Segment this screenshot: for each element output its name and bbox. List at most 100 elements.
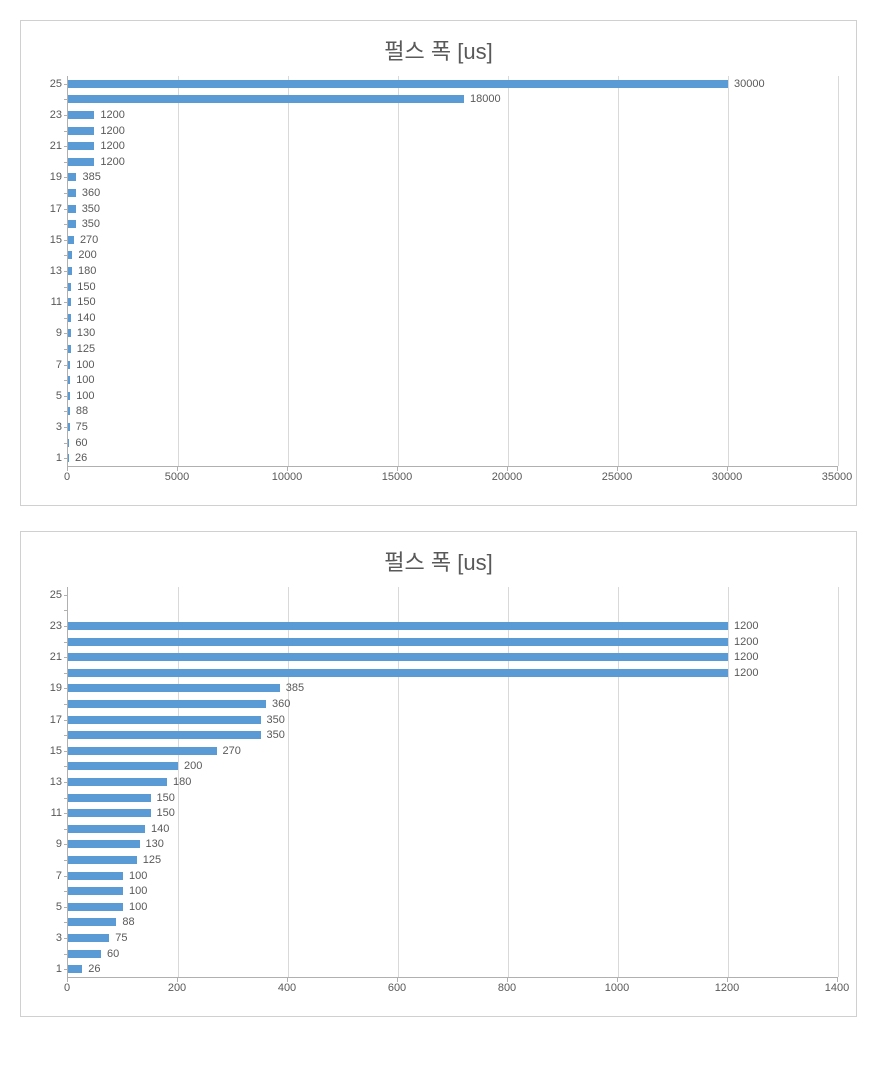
bar xyxy=(68,158,94,166)
bar-value-label: 1200 xyxy=(734,636,758,648)
bar-row: 125 xyxy=(68,852,161,868)
bar-value-label: 75 xyxy=(115,932,127,944)
bar xyxy=(68,423,70,431)
bar-value-label: 270 xyxy=(223,745,241,757)
bar-row: 140 xyxy=(68,821,169,837)
bar xyxy=(68,918,116,926)
bar-value-label: 88 xyxy=(122,916,134,928)
bar-value-label: 140 xyxy=(151,823,169,835)
bar-row: 60 xyxy=(68,435,88,451)
bar-row: 30000 xyxy=(68,76,765,92)
x-tick-label: 35000 xyxy=(822,471,853,483)
bar-value-label: 100 xyxy=(129,901,147,913)
bar-row: 385 xyxy=(68,170,101,186)
bar-value-label: 88 xyxy=(76,405,88,417)
bar-value-label: 360 xyxy=(272,698,290,710)
bar-row: 1200 xyxy=(68,154,125,170)
bar-row: 100 xyxy=(68,868,147,884)
bar-value-label: 125 xyxy=(77,343,95,355)
bar-value-label: 350 xyxy=(82,203,100,215)
y-axis-label: 19 xyxy=(32,171,62,183)
y-axis-label: 1 xyxy=(32,452,62,464)
bar-row: 270 xyxy=(68,232,98,248)
bar xyxy=(68,747,217,755)
bar-row: 1200 xyxy=(68,649,758,665)
bar-value-label: 1200 xyxy=(734,667,758,679)
bar-row: 130 xyxy=(68,326,95,342)
bar-row: 1200 xyxy=(68,138,125,154)
bar-row: 26 xyxy=(68,961,101,977)
bar-value-label: 75 xyxy=(76,421,88,433)
bar-value-label: 1200 xyxy=(100,125,124,137)
bar xyxy=(68,825,145,833)
bar-value-label: 350 xyxy=(267,714,285,726)
bar-row: 88 xyxy=(68,915,135,931)
gridline xyxy=(618,76,619,466)
bar xyxy=(68,887,123,895)
y-axis-label: 1 xyxy=(32,963,62,975)
bar-value-label: 26 xyxy=(75,452,87,464)
gridline xyxy=(838,76,839,466)
bar xyxy=(68,267,72,275)
bar-row: 350 xyxy=(68,712,285,728)
y-axis-label: 7 xyxy=(32,359,62,371)
bar-value-label: 1200 xyxy=(100,109,124,121)
bar-row: 1200 xyxy=(68,665,758,681)
y-tick xyxy=(64,595,68,596)
y-axis-label: 23 xyxy=(32,620,62,632)
bar xyxy=(68,669,728,677)
bar-value-label: 200 xyxy=(78,249,96,261)
y-axis-label: 21 xyxy=(32,651,62,663)
y-axis-label: 13 xyxy=(32,776,62,788)
bar xyxy=(68,934,109,942)
bar-row: 350 xyxy=(68,216,100,232)
bar xyxy=(68,778,167,786)
bar xyxy=(68,205,76,213)
x-tick-label: 800 xyxy=(498,982,516,994)
y-axis-label: 11 xyxy=(32,807,62,819)
bar-value-label: 350 xyxy=(82,218,100,230)
chart-1-title: 펄스 폭 [us] xyxy=(29,34,848,66)
bar-row: 360 xyxy=(68,696,290,712)
bar-value-label: 150 xyxy=(157,807,175,819)
gridline xyxy=(728,76,729,466)
bar-row: 350 xyxy=(68,201,100,217)
y-axis-label: 5 xyxy=(32,901,62,913)
bar-row: 200 xyxy=(68,759,202,775)
bar xyxy=(68,454,69,462)
x-tick-label: 20000 xyxy=(492,471,523,483)
bar-row: 270 xyxy=(68,743,241,759)
bar-value-label: 180 xyxy=(78,265,96,277)
bar-value-label: 385 xyxy=(286,682,304,694)
bar xyxy=(68,407,70,415)
bar xyxy=(68,622,728,630)
bar xyxy=(68,392,70,400)
bar-value-label: 30000 xyxy=(734,78,765,90)
y-axis-label: 9 xyxy=(32,838,62,850)
bar-value-label: 180 xyxy=(173,776,191,788)
bar-value-label: 100 xyxy=(129,885,147,897)
y-axis-label: 15 xyxy=(32,234,62,246)
chart-2-xaxis: 0200400600800100012001400 xyxy=(67,978,838,1008)
bar-row: 1200 xyxy=(68,123,125,139)
chart-1-plot: 1266037588510010071001259130140111501501… xyxy=(67,76,838,467)
y-axis-label: 17 xyxy=(32,203,62,215)
bar-value-label: 100 xyxy=(76,374,94,386)
bar-row: 1200 xyxy=(68,107,125,123)
y-axis-label: 13 xyxy=(32,265,62,277)
bar xyxy=(68,903,123,911)
bar-value-label: 150 xyxy=(77,281,95,293)
bar-row: 140 xyxy=(68,310,95,326)
bar-value-label: 1200 xyxy=(100,140,124,152)
bar xyxy=(68,314,71,322)
bar xyxy=(68,716,261,724)
bar xyxy=(68,638,728,646)
bar-value-label: 1200 xyxy=(100,156,124,168)
bar-row: 360 xyxy=(68,185,100,201)
y-axis-label: 25 xyxy=(32,589,62,601)
bar-value-label: 18000 xyxy=(470,93,501,105)
chart-1: 펄스 폭 [us] 126603758851001007100125913014… xyxy=(20,20,857,506)
bar xyxy=(68,283,71,291)
gridline xyxy=(838,587,839,977)
bar xyxy=(68,439,69,447)
